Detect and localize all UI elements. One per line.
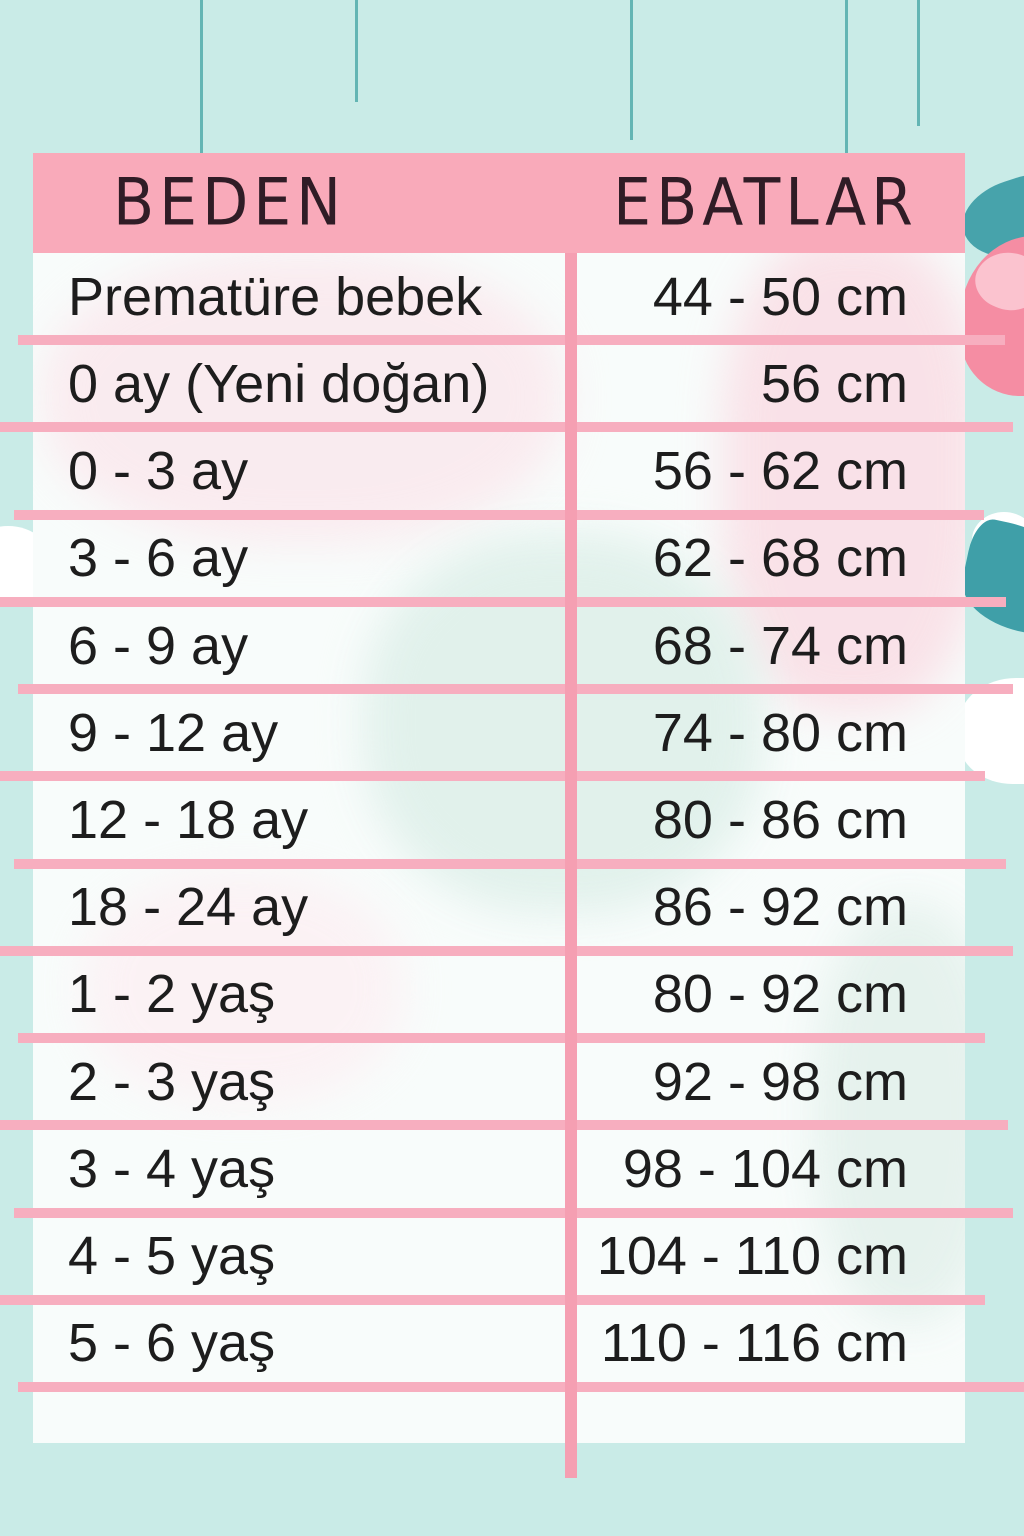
hanging-string [355, 0, 358, 102]
hanging-string [845, 0, 848, 153]
dimensions-cell: 110 - 116 cm [600, 1313, 908, 1374]
row-separator [18, 1382, 1024, 1392]
dimensions-cell: 86 - 92 cm [652, 877, 908, 938]
table-row: 18 - 24 ay 86 - 92 cm [33, 864, 965, 951]
dimensions-cell: 56 cm [760, 353, 908, 414]
watermark-pink [43, 253, 563, 543]
hanging-string [917, 0, 920, 126]
hanging-string [630, 0, 633, 140]
dimensions-cell: 80 - 86 cm [652, 790, 908, 851]
row-separator [0, 771, 985, 781]
size-cell: 5 - 6 yaş [68, 1313, 276, 1374]
hanging-string [200, 0, 203, 153]
table-header: BEDEN EBATLAR [33, 153, 965, 253]
dimensions-cell: 98 - 104 cm [622, 1138, 908, 1199]
size-cell: 1 - 2 yaş [68, 964, 276, 1025]
size-cell: 3 - 6 ay [68, 528, 249, 589]
header-dimensions-label: EBATLAR [613, 165, 918, 241]
size-cell: 4 - 5 yaş [68, 1226, 276, 1287]
row-separator [0, 422, 1013, 432]
dimensions-cell: 56 - 62 cm [652, 441, 908, 502]
row-separator [0, 1295, 985, 1305]
table-background [33, 253, 965, 1443]
dimensions-cell: 44 - 50 cm [652, 266, 908, 327]
row-separator [18, 335, 1005, 345]
row-separator [18, 1033, 985, 1043]
size-cell: 0 ay (Yeni doğan) [68, 353, 490, 414]
table-row: 0 - 3 ay 56 - 62 cm [33, 427, 965, 514]
table-row: 2 - 3 yaş 92 - 98 cm [33, 1038, 965, 1125]
table-row: Prematüre bebek 44 - 50 cm [33, 253, 965, 340]
row-separator [0, 946, 1013, 956]
table-row: 12 - 18 ay 80 - 86 cm [33, 776, 965, 863]
dimensions-cell: 68 - 74 cm [652, 615, 908, 676]
size-cell: 6 - 9 ay [68, 615, 249, 676]
watermark-pink [723, 253, 965, 713]
table-row: 5 - 6 yaş 110 - 116 cm [33, 1300, 965, 1387]
watermark-teal [363, 533, 763, 913]
dimensions-cell: 74 - 80 cm [652, 702, 908, 763]
dimensions-cell: 92 - 98 cm [652, 1051, 908, 1112]
table-row: 4 - 5 yaş 104 - 110 cm [33, 1213, 965, 1300]
header-size-label: BEDEN [113, 165, 347, 241]
table-row: 3 - 6 ay 62 - 68 cm [33, 515, 965, 602]
table-rows: Prematüre bebek 44 - 50 cm 0 ay (Yeni doğa… [33, 253, 965, 1387]
size-cell: 2 - 3 yaş [68, 1051, 276, 1112]
watermark-pink [83, 873, 403, 1103]
row-separator [18, 684, 1013, 694]
row-separator [0, 597, 1006, 607]
size-cell: Prematüre bebek [68, 266, 483, 327]
watermark-teal [813, 903, 965, 1323]
table-row: 1 - 2 yaş 80 - 92 cm [33, 951, 965, 1038]
row-separator [14, 510, 984, 520]
dimensions-cell: 62 - 68 cm [652, 528, 908, 589]
size-cell: 12 - 18 ay [68, 790, 309, 851]
size-cell: 0 - 3 ay [68, 441, 249, 502]
table-row: 3 - 4 yaş 98 - 104 cm [33, 1125, 965, 1212]
table-row: 6 - 9 ay 68 - 74 cm [33, 602, 965, 689]
row-separator [14, 859, 1006, 869]
row-separator [14, 1208, 1013, 1218]
size-cell: 3 - 4 yaş [68, 1138, 276, 1199]
table-row: 9 - 12 ay 74 - 80 cm [33, 689, 965, 776]
table-row: 0 ay (Yeni doğan) 56 cm [33, 340, 965, 427]
size-cell: 18 - 24 ay [68, 877, 309, 938]
row-separator [0, 1120, 1008, 1130]
dimensions-cell: 104 - 110 cm [596, 1226, 908, 1287]
dimensions-cell: 80 - 92 cm [652, 964, 908, 1025]
size-cell: 9 - 12 ay [68, 702, 279, 763]
column-divider [565, 253, 577, 1478]
